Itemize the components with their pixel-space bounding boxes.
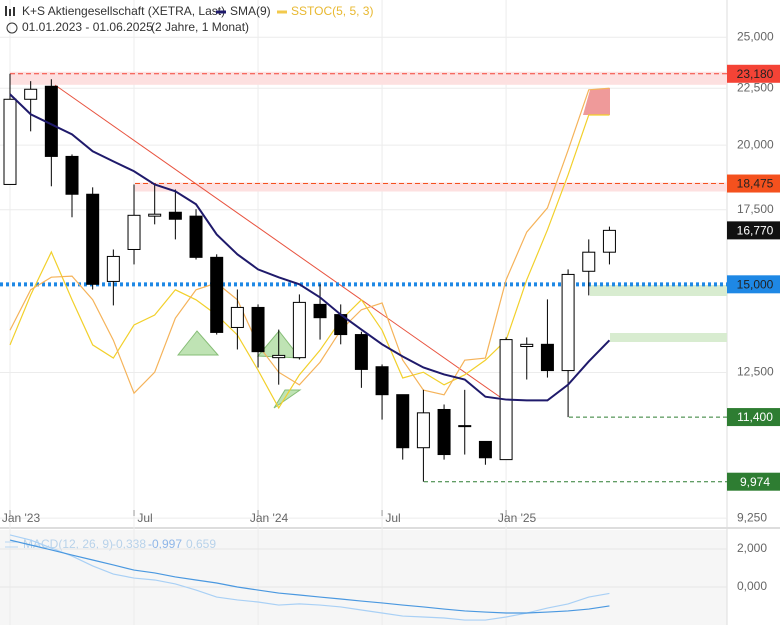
- candle-body: [478, 440, 492, 459]
- icon: [5, 6, 7, 16]
- candle-body: [251, 306, 265, 353]
- icon: [13, 7, 15, 16]
- zone: [610, 333, 727, 342]
- level-label-box: [727, 64, 780, 83]
- y-tick-label: 2,000: [737, 541, 767, 555]
- candle-body: [148, 213, 162, 217]
- candle-body: [416, 412, 430, 449]
- candle-body: [292, 301, 306, 359]
- macd-panel: [0, 530, 727, 625]
- macd-value: -0,997: [148, 537, 182, 551]
- candle-body: [354, 334, 368, 370]
- y-tick-label: 9,250: [737, 510, 767, 524]
- candle-body: [168, 211, 182, 220]
- period: 01.01.2023 - 01.06.2025: [22, 20, 153, 34]
- level-label-box: [727, 275, 780, 294]
- candle-body: [210, 256, 224, 333]
- icon: [9, 9, 11, 16]
- y-tick-label: 0,000: [737, 579, 767, 593]
- signal-triangle: [176, 330, 220, 356]
- legend-sma: SMA(9): [230, 4, 271, 18]
- level-label: 23,180: [737, 67, 774, 81]
- candle-body: [272, 354, 286, 359]
- level-label: 18,475: [737, 177, 774, 191]
- candle-body: [437, 408, 451, 456]
- candle-body: [3, 98, 17, 185]
- macd-name: MACD(12, 26, 9): [23, 537, 113, 551]
- macd-value: -0,338: [112, 537, 146, 551]
- level-label-box: [727, 472, 780, 491]
- macd-value: 0,659: [186, 537, 216, 551]
- level-label: 11,400: [737, 410, 773, 424]
- level-label: 9,974: [740, 475, 770, 489]
- candle-body: [230, 306, 244, 328]
- trend-line: [54, 84, 501, 398]
- candle-body: [602, 229, 616, 253]
- candle-body: [24, 88, 38, 100]
- candle-body: [582, 251, 596, 272]
- candle-body: [375, 366, 389, 396]
- candle-body: [65, 155, 79, 195]
- candle-body: [520, 343, 534, 348]
- x-tick-label: Jul: [137, 511, 152, 525]
- y-tick-label: 20,000: [737, 137, 774, 151]
- candle-body: [86, 193, 100, 285]
- x-tick-label: Jan '25: [498, 511, 537, 525]
- macd-line: [9, 539, 610, 614]
- sstoc-line: [9, 114, 610, 410]
- candle-body: [313, 303, 327, 319]
- level-label-box: [727, 174, 780, 193]
- candle-body: [127, 214, 141, 250]
- level-label: 15,000: [737, 277, 774, 291]
- zone: [590, 285, 727, 296]
- candle-body: [540, 343, 554, 372]
- sstoc-line: [9, 87, 610, 396]
- level-band: [135, 182, 727, 192]
- candle-body: [561, 273, 575, 372]
- y-tick-label: 17,500: [737, 202, 774, 216]
- level-label: 16,770: [737, 224, 774, 238]
- signal-triangle: [273, 389, 302, 409]
- sma-line: [9, 93, 611, 402]
- macd-line: [9, 534, 610, 621]
- level-label-box: [727, 408, 780, 427]
- x-tick-label: Jan '24: [250, 511, 289, 525]
- candle-body: [396, 394, 410, 449]
- y-tick-label: 25,000: [737, 29, 774, 43]
- chart-title: K+S Aktiengesellschaft (XETRA, Last): [22, 4, 225, 18]
- x-tick-label: Jul: [385, 511, 400, 525]
- period-note: (2 Jahre, 1 Monat): [151, 20, 249, 34]
- y-tick-label: 12,500: [737, 365, 774, 379]
- macd-legend: MACD(12, 26, 9) -0,338 -0,997 0,659: [5, 537, 216, 551]
- y-tick-label: 22,500: [737, 80, 774, 94]
- legend-sstoc: SSTOC(5, 5, 3): [291, 4, 373, 18]
- icon: [6, 22, 18, 34]
- level-label-box: [727, 221, 780, 240]
- header: K+S Aktiengesellschaft (XETRA, Last) SMA…: [5, 4, 373, 34]
- candle-body: [106, 255, 120, 282]
- level-band: [10, 71, 727, 85]
- candle-body: [458, 425, 472, 428]
- candle-body: [189, 215, 203, 258]
- x-tick-label: Jan '23: [2, 511, 41, 525]
- signal-box: [583, 88, 610, 115]
